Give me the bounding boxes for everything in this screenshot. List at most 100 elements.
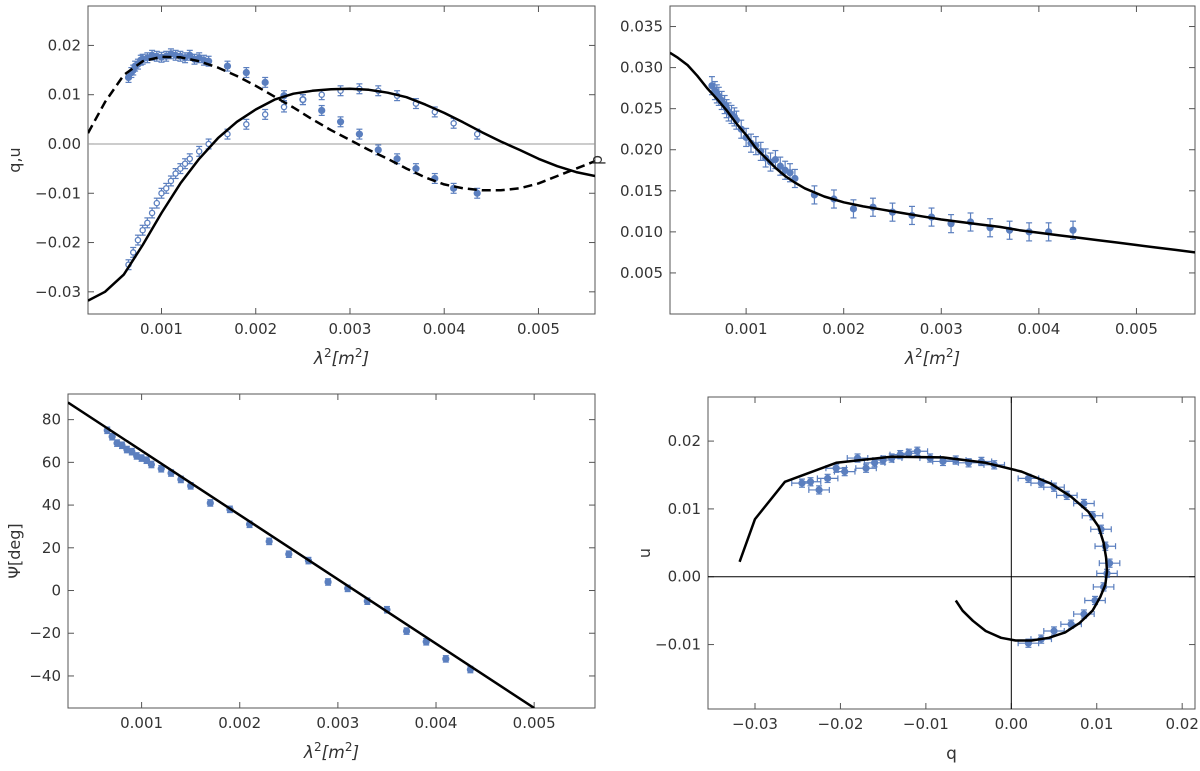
series-points-1 — [791, 446, 1121, 648]
plot-area — [88, 48, 595, 302]
series-line-3 — [88, 87, 595, 302]
y-tick-label: −0.01 — [655, 636, 701, 654]
data-point — [243, 121, 250, 128]
data-point — [374, 146, 382, 154]
y-tick-label: 60 — [42, 453, 61, 471]
y-tick-label: −0.01 — [35, 184, 81, 202]
panel-4: −0.03 −0.02 −0.01 0.00 0.01 0.02 −0.01 0.00 0.01… — [635, 396, 1199, 764]
plot-frame — [669, 5, 1196, 315]
x-axis-label: λ2[m2] — [303, 740, 359, 763]
data-point — [442, 655, 450, 663]
data-point — [324, 578, 332, 586]
y-axis-label: u — [635, 548, 654, 558]
y-tick-label: 40 — [42, 496, 61, 514]
x-tick-label: 0.004 — [1017, 320, 1060, 338]
data-point — [402, 627, 411, 635]
series-points-2 — [125, 83, 481, 271]
data-point — [815, 486, 823, 494]
data-point — [336, 118, 345, 126]
data-point — [1024, 474, 1032, 482]
y-tick-label: 0.01 — [48, 86, 81, 104]
data-point — [299, 96, 307, 103]
y-tick-label: 0.02 — [48, 36, 81, 54]
data-point — [832, 464, 840, 472]
y-axis-label: Ψ[deg] — [5, 523, 24, 578]
y-tick-label: 0.00 — [48, 135, 81, 153]
data-point — [134, 236, 142, 244]
plot-frame — [707, 396, 1196, 710]
data-point — [108, 433, 116, 441]
x-tick-label: 0.005 — [513, 714, 556, 732]
x-tick-label: 0.004 — [415, 714, 458, 732]
x-axis-label: λ2[m2] — [904, 346, 960, 369]
data-point — [806, 478, 815, 486]
series-points-1 — [124, 48, 481, 199]
x-tick-label: 0.005 — [517, 320, 560, 338]
data-point — [849, 205, 858, 213]
data-point — [186, 51, 194, 59]
y-tick-label: 0.00 — [668, 568, 701, 586]
data-point — [450, 120, 457, 127]
y-tick-label: −0.03 — [35, 283, 81, 301]
data-point — [1050, 627, 1058, 635]
data-point — [841, 468, 849, 476]
series-points-1 — [103, 426, 474, 674]
data-point — [1069, 226, 1077, 234]
plot-area — [708, 397, 1195, 709]
data-point — [285, 550, 293, 558]
x-axis-label: λ2[m2] — [313, 346, 369, 369]
x-tick-label: 0.001 — [120, 714, 163, 732]
plot-area — [68, 401, 535, 708]
data-point — [148, 209, 156, 217]
data-point — [798, 479, 806, 487]
x-tick-label: 0.001 — [140, 320, 183, 338]
plot-area — [670, 51, 1195, 254]
series-points-1 — [708, 76, 1077, 242]
y-tick-label: 0.005 — [620, 264, 663, 282]
series-line-2 — [738, 455, 1109, 642]
x-tick-label: 0.005 — [1115, 320, 1158, 338]
data-point — [186, 155, 194, 163]
series-line-2 — [670, 51, 1195, 254]
y-tick-label: −0.02 — [35, 234, 81, 252]
x-tick-label: 0.002 — [234, 320, 277, 338]
data-point — [393, 155, 401, 163]
y-tick-label: −40 — [29, 667, 61, 685]
data-point — [412, 165, 420, 173]
y-tick-label: 20 — [42, 539, 61, 557]
x-tick-label: 0.00 — [995, 715, 1028, 733]
y-tick-label: 0.030 — [620, 59, 663, 77]
panel-1: 0.001 0.002 0.003 0.004 0.005 −0.03 −0.02 −0.01… — [5, 5, 596, 369]
data-point — [824, 474, 832, 482]
data-point — [157, 465, 165, 473]
y-tick-label: 0.02 — [668, 432, 701, 450]
data-point — [129, 249, 137, 256]
data-point — [162, 185, 170, 192]
y-tick-label: −20 — [29, 624, 61, 642]
data-point — [771, 155, 779, 164]
panel-3: 0.001 0.002 0.003 0.004 0.005 −40 −20 0 20 40 60 80… — [5, 393, 596, 763]
x-tick-label: 0.002 — [822, 320, 865, 338]
data-point — [473, 189, 481, 197]
x-tick-label: −0.02 — [817, 715, 863, 733]
data-point — [261, 111, 269, 118]
data-point — [142, 456, 151, 464]
data-point — [913, 447, 921, 455]
series-line-4 — [88, 55, 595, 192]
y-axis-label: p — [587, 155, 606, 165]
plot-frame — [87, 5, 596, 315]
data-point — [422, 638, 430, 646]
data-point — [786, 169, 794, 177]
x-tick-label: 0.01 — [1080, 715, 1113, 733]
x-tick-label: 0.003 — [920, 320, 963, 338]
data-point — [118, 441, 126, 449]
y-tick-label: 0.01 — [668, 500, 701, 518]
data-point — [147, 460, 156, 469]
series-line-2 — [68, 401, 535, 708]
data-point — [139, 226, 146, 234]
data-point — [242, 68, 250, 77]
data-point — [473, 130, 481, 138]
x-tick-label: 0.001 — [725, 320, 768, 338]
x-tick-label: 0.003 — [316, 714, 359, 732]
